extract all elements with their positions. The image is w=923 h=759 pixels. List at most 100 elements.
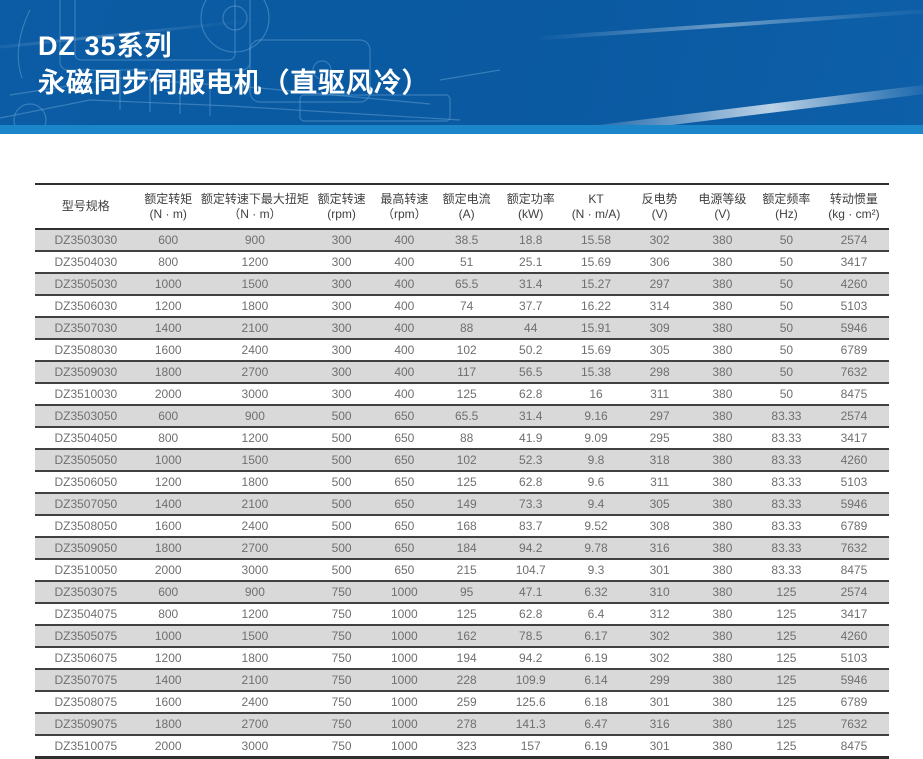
table-cell: 83.7: [497, 514, 564, 537]
table-cell: 500: [309, 470, 374, 493]
table-cell: 500: [309, 404, 374, 427]
table-cell: 380: [690, 536, 754, 559]
table-cell: 1500: [199, 272, 310, 295]
table-cell: 1000: [373, 646, 436, 669]
table-cell: 300: [309, 316, 374, 339]
table-row: DZ3503030 600 900 300 400 38.5 18.8 15.58 302 380…: [35, 228, 889, 251]
table-cell: 500: [309, 426, 374, 449]
table-cell: 1600: [136, 338, 200, 361]
table-cell: 316: [628, 712, 691, 735]
table-cell: 1000: [373, 580, 436, 603]
table-cell: 300: [309, 294, 374, 317]
table-cell: 5946: [818, 492, 889, 515]
table-cell: 228: [435, 668, 498, 691]
model-cell: DZ3505050: [35, 448, 137, 471]
table-row: DZ3507050 1400 2100 500 650 149 73.3 9.4 305 380 8…: [35, 492, 889, 515]
table-cell: 9.4: [563, 492, 629, 515]
table-cell: 6.17: [563, 624, 629, 647]
table-cell: 3417: [818, 426, 889, 449]
table-cell: 400: [373, 272, 436, 295]
column-header-1: 型号规格: [35, 184, 137, 230]
table-cell: 125: [753, 646, 819, 669]
model-cell: DZ3506050: [35, 470, 137, 493]
table-row: DZ3510030 2000 3000 300 400 125 62.8 16 311 380 50…: [35, 382, 889, 405]
table-cell: 308: [628, 514, 691, 537]
table-cell: 6.47: [563, 712, 629, 735]
table-cell: 73.3: [497, 492, 564, 515]
table-cell: 2100: [199, 316, 310, 339]
motor-spec-table: 型号规格 额定转矩 (N · m) 额定转速下最大扭矩 （N · m） 额定转速 (rpm)…: [35, 183, 889, 759]
table-cell: 299: [628, 668, 691, 691]
table-cell: 1000: [136, 624, 200, 647]
table-cell: 298: [628, 360, 691, 383]
table-cell: 1200: [199, 426, 310, 449]
table-cell: 194: [435, 646, 498, 669]
table-cell: 117: [435, 360, 498, 383]
table-cell: 65.5: [435, 404, 498, 427]
column-header-12: 转动惯量 (kg · cm²): [818, 184, 889, 230]
table-cell: 102: [435, 448, 498, 471]
table-cell: 95: [435, 580, 498, 603]
table-cell: 650: [373, 470, 436, 493]
table-cell: 50: [753, 338, 819, 361]
model-cell: DZ3510075: [35, 734, 137, 758]
table-cell: 295: [628, 426, 691, 449]
model-cell: DZ3510030: [35, 382, 137, 405]
column-header-2: 额定转矩 (N · m): [136, 184, 200, 230]
table-cell: 305: [628, 338, 691, 361]
table-cell: 300: [309, 228, 374, 251]
table-cell: 380: [690, 404, 754, 427]
table-cell: 380: [690, 470, 754, 493]
model-cell: DZ3510050: [35, 558, 137, 581]
table-cell: 4260: [818, 448, 889, 471]
table-cell: 9.16: [563, 404, 629, 427]
table-cell: 15.69: [563, 338, 629, 361]
table-cell: 9.09: [563, 426, 629, 449]
table-cell: 500: [309, 514, 374, 537]
model-cell: DZ3503050: [35, 404, 137, 427]
spec-sheet-section: 型号规格 额定转矩 (N · m) 额定转速下最大扭矩 （N · m） 额定转速 (rpm)…: [0, 134, 923, 759]
table-cell: 1800: [199, 646, 310, 669]
table-cell: 300: [309, 250, 374, 273]
table-cell: 650: [373, 558, 436, 581]
table-cell: 37.7: [497, 294, 564, 317]
table-cell: 400: [373, 360, 436, 383]
table-cell: 1200: [199, 250, 310, 273]
banner-accent-stripe: [0, 125, 923, 134]
table-cell: 312: [628, 602, 691, 625]
model-cell: DZ3507050: [35, 492, 137, 515]
table-cell: 5103: [818, 470, 889, 493]
table-cell: 302: [628, 228, 691, 251]
table-cell: 2574: [818, 404, 889, 427]
table-cell: 400: [373, 250, 436, 273]
table-cell: 500: [309, 536, 374, 559]
table-row: DZ3506030 1200 1800 300 400 74 37.7 16.22 314 380…: [35, 294, 889, 317]
table-cell: 6.14: [563, 668, 629, 691]
table-cell: 1500: [199, 448, 310, 471]
table-cell: 2000: [136, 734, 200, 758]
table-cell: 31.4: [497, 404, 564, 427]
table-cell: 306: [628, 250, 691, 273]
table-cell: 2400: [199, 690, 310, 713]
table-cell: 380: [690, 338, 754, 361]
table-cell: 650: [373, 536, 436, 559]
table-cell: 83.33: [753, 448, 819, 471]
table-cell: 6.4: [563, 602, 629, 625]
table-cell: 650: [373, 448, 436, 471]
table-cell: 301: [628, 558, 691, 581]
table-cell: 900: [199, 404, 310, 427]
table-cell: 1000: [373, 624, 436, 647]
table-cell: 750: [309, 668, 374, 691]
table-cell: 62.8: [497, 602, 564, 625]
table-cell: 5946: [818, 668, 889, 691]
table-cell: 900: [199, 228, 310, 251]
table-cell: 380: [690, 668, 754, 691]
table-cell: 83.33: [753, 514, 819, 537]
table-cell: 318: [628, 448, 691, 471]
table-cell: 380: [690, 514, 754, 537]
table-cell: 2100: [199, 492, 310, 515]
table-cell: 400: [373, 338, 436, 361]
table-cell: 4260: [818, 272, 889, 295]
table-cell: 380: [690, 382, 754, 405]
column-header-6: 额定电流 (A): [435, 184, 498, 230]
